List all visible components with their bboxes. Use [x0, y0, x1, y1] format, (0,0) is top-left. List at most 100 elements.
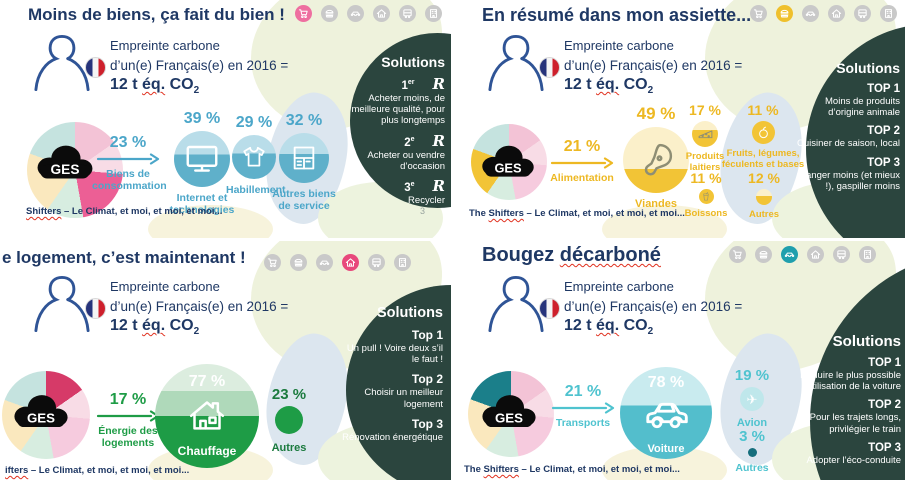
cart-icon	[295, 5, 312, 22]
solutions-text: Solutions TOP 1 Réduire le plus possible…	[789, 333, 901, 473]
sector-share: 21 % Alimentation	[550, 138, 614, 184]
footer-credit: The Shifters – Le Climat, et moi, et moi…	[469, 208, 685, 219]
breakdown-item: 12 % Autres	[748, 170, 780, 220]
french-flag-icon	[539, 298, 560, 319]
breakdown-item: 11 % Boissons	[684, 170, 728, 219]
breakdown-item: 19 % ✈ Avion	[734, 367, 770, 429]
filled-circle-icon	[275, 406, 303, 434]
meal-icon	[776, 5, 793, 22]
french-flag-icon	[85, 298, 106, 319]
script-r-icon: R	[432, 177, 445, 196]
footer-credit: ifters – Le Climat, et moi, et moi, et m…	[5, 465, 190, 476]
category-icon-row	[295, 5, 442, 22]
solution-entry: Top 3 Rénovation énergétique	[342, 416, 443, 443]
building-icon	[394, 254, 411, 271]
arrow-icon	[96, 153, 160, 165]
svg-text:GES: GES	[27, 411, 55, 426]
category-icon-row	[264, 254, 411, 271]
breakdown-item: 29 % Habillement	[226, 114, 286, 196]
solution-entry: TOP 3 Manger moins (et mieux !), gaspill…	[798, 156, 900, 192]
apple-icon	[751, 121, 775, 144]
bus-icon	[854, 5, 871, 22]
slide-biens: Moins de biens, ça fait du bien ! Emprei…	[0, 0, 451, 238]
half-circle-icon	[756, 189, 772, 205]
slide-title: En résumé dans mon assiette...	[482, 5, 752, 25]
footprint-line2: d’un(e) Français(e) en 2016 =	[110, 58, 289, 73]
sector-share: 21 % Transports	[548, 383, 618, 429]
script-r-icon: R	[432, 75, 445, 93]
main-share-circle: 77 % Chauffage	[155, 364, 259, 468]
breakdown-item: 17 % Produits laitiers	[685, 102, 725, 174]
slide-transports: Bougez décarboné Empreinte carbone d’un(…	[454, 241, 905, 480]
item-label: Internet et technologies	[169, 192, 235, 217]
ges-cloud-icon: GES	[478, 391, 540, 433]
item-percent: 32 %	[285, 112, 323, 129]
bus-icon	[368, 254, 385, 271]
carbon-footprint-text: Empreinte carbone d’un(e) Français(e) en…	[110, 38, 288, 96]
breakdown-item: 32 % Autres biens de service	[266, 112, 342, 213]
slide-logement: e logement, c’est maintenant ! Empreinte…	[0, 241, 451, 480]
solution-entry: TOP 3 Adopter l’éco-conduite	[806, 441, 901, 466]
arrow-icon	[550, 157, 614, 169]
plane-icon: ✈	[740, 387, 764, 411]
solutions-title: Solutions	[381, 54, 445, 70]
footer-credit: The Shifters – Le Climat, et moi, et moi…	[464, 464, 680, 475]
category-icon-row	[729, 246, 876, 263]
breakdown-item: 3 % Autres	[735, 428, 769, 474]
cart-icon	[750, 5, 767, 22]
building-icon	[425, 5, 442, 22]
bus-icon	[399, 5, 416, 22]
solution-entry: TOP 1 Réduire le plus possible l’utilisa…	[800, 357, 901, 393]
svg-text:GES: GES	[495, 411, 523, 426]
solutions-text: Solutions TOP 1 Moins de produits d’orig…	[794, 60, 900, 199]
shelves-icon	[279, 133, 329, 183]
car-icon	[802, 5, 819, 22]
carbon-footprint-text: Empreinte carbone d’un(e) Français(e) en…	[564, 279, 743, 338]
house-icon	[342, 254, 359, 271]
ges-cloud-icon: GES	[478, 141, 538, 183]
solution-entry: 2e R Acheter ou vendre d’occasion	[367, 131, 445, 172]
car-icon	[781, 246, 798, 263]
item-label: Habillement	[226, 184, 286, 196]
ges-cloud-icon: GES	[10, 391, 72, 433]
script-r-icon: R	[432, 131, 445, 150]
meal-icon	[755, 246, 772, 263]
item-percent: 39 %	[183, 110, 221, 127]
tshirt-icon	[232, 135, 276, 179]
person-icon	[34, 275, 90, 333]
solution-entry: TOP 2 Pour les trajets longs, privilégie…	[809, 399, 901, 435]
carbon-footprint-text: Empreinte carbone d’un(e) Français(e) en…	[110, 279, 289, 338]
sector-share: 17 % Énergie des logements	[88, 391, 168, 450]
background-blob	[148, 205, 273, 238]
french-flag-icon	[539, 57, 560, 78]
sector-label: Biens de consommation	[92, 168, 167, 193]
solution-entry: Top 2 Choisir un meilleur logement	[364, 372, 443, 410]
bus-icon	[833, 246, 850, 263]
svg-text:GES: GES	[51, 162, 80, 177]
cheese-icon	[692, 121, 718, 147]
solution-entry: Top 1 Un pull ! Voire deux s’il le faut …	[346, 328, 443, 366]
slide-title: Moins de biens, ça fait du bien !	[28, 5, 285, 24]
car-icon	[316, 254, 333, 271]
breakdown-item: 49 % Viandes	[616, 104, 696, 211]
french-flag-icon	[85, 57, 106, 78]
main-share-circle: 78 % Voiture	[620, 367, 712, 459]
solution-entry: TOP 2 Cuisiner de saison, local	[797, 125, 900, 150]
breakdown-item: 39 % Internet et technologies	[166, 110, 238, 217]
meal-icon	[290, 254, 307, 271]
drumstick-icon	[623, 127, 689, 193]
page-number: 3	[420, 206, 426, 216]
background-blob	[602, 205, 727, 238]
solution-entry: 3e R Recycler	[404, 177, 445, 207]
footprint-value: 12 t éq. CO2	[110, 76, 200, 97]
dot-icon	[747, 448, 757, 457]
carbon-footprint-text: Empreinte carbone d’un(e) Français(e) en…	[564, 38, 743, 97]
svg-text:GES: GES	[494, 160, 522, 175]
footer-credit: Shifters – Le Climat, et moi, et moi, et…	[26, 206, 223, 217]
car-icon	[347, 5, 364, 22]
meal-icon	[321, 5, 338, 22]
person-icon	[488, 34, 544, 92]
house-icon	[828, 5, 845, 22]
cart-icon	[729, 246, 746, 263]
